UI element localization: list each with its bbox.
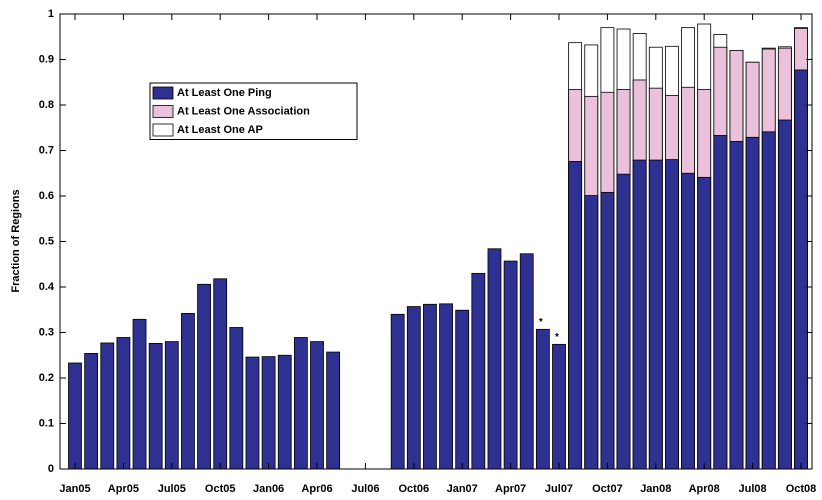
- x-tick-label: Oct07: [592, 483, 623, 495]
- bar: [648, 159, 663, 470]
- bar: [665, 159, 679, 470]
- x-tick-label: Oct06: [399, 483, 430, 495]
- bar: [455, 309, 470, 470]
- bar: [229, 327, 244, 470]
- y-tick-label: 0.7: [39, 144, 54, 156]
- x-tick-label: Oct05: [205, 483, 236, 495]
- bar: [777, 119, 792, 470]
- x-tick-label: Jan07: [447, 483, 478, 495]
- bar: [100, 342, 115, 470]
- y-tick-label: 0.4: [39, 281, 55, 293]
- annotation: *: [555, 332, 559, 343]
- bar: [213, 278, 228, 470]
- y-tick-label: 0.5: [39, 235, 54, 247]
- bar: [293, 337, 308, 470]
- legend-label: At Least One AP: [177, 124, 263, 136]
- legend-swatch: [152, 86, 174, 100]
- legend-label: At Least One Ping: [177, 87, 272, 99]
- bar: [68, 362, 82, 470]
- bar: [181, 312, 195, 470]
- legend-swatch: [152, 105, 174, 118]
- y-tick-label: 0.2: [39, 372, 54, 384]
- bar: [439, 303, 453, 470]
- x-tick-label: Oct08: [786, 483, 817, 495]
- y-tick-label: 0: [48, 463, 54, 475]
- y-tick-label: 0.8: [39, 99, 54, 111]
- bar: [164, 341, 179, 470]
- bar: [132, 318, 147, 470]
- x-tick-label: Jul08: [739, 483, 767, 495]
- annotation: *: [539, 317, 543, 328]
- bar: [681, 172, 695, 470]
- y-tick-label: 0.6: [39, 190, 54, 202]
- bar: [310, 341, 324, 470]
- bar: [519, 253, 534, 470]
- bar: [632, 159, 647, 470]
- legend-label: At Least One Association: [177, 105, 310, 117]
- bar: [552, 343, 566, 470]
- y-tick-label: 0.3: [39, 326, 54, 338]
- x-tick-label: Apr05: [108, 483, 139, 495]
- bar: [503, 260, 518, 470]
- bar: [197, 283, 211, 470]
- x-tick-label: Jan08: [640, 483, 671, 495]
- y-axis-label: Fraction of Regions: [10, 189, 22, 292]
- x-tick-label: Jul05: [158, 483, 186, 495]
- x-tick-label: Jan05: [59, 483, 90, 495]
- bar: [148, 343, 163, 470]
- bar: [406, 306, 421, 470]
- bar: [326, 351, 341, 470]
- bar: [277, 354, 292, 470]
- y-tick-label: 0.1: [39, 417, 54, 429]
- y-tick-label: 0.9: [39, 53, 54, 65]
- bar: [116, 337, 131, 470]
- bar: [471, 272, 486, 470]
- bar: [245, 356, 260, 470]
- y-tick-label: 1: [48, 8, 54, 20]
- bar: [84, 353, 99, 470]
- x-tick-label: Apr06: [301, 483, 332, 495]
- bar: [390, 313, 405, 470]
- x-tick-label: Jul07: [545, 483, 573, 495]
- bar: [261, 356, 276, 470]
- bar: [713, 135, 728, 470]
- bar: [729, 140, 744, 470]
- x-tick-label: Jan06: [253, 483, 284, 495]
- bar: [761, 131, 776, 470]
- bar: [794, 69, 808, 470]
- legend-swatch: [152, 123, 174, 137]
- bar: [423, 303, 437, 470]
- bar: [600, 191, 615, 470]
- bar: [584, 195, 599, 470]
- bar: [616, 173, 631, 470]
- bar: [487, 248, 502, 470]
- x-tick-label: Jul06: [351, 483, 379, 495]
- bar: [697, 176, 712, 470]
- legend-box: [149, 82, 358, 140]
- bar: [535, 328, 550, 470]
- x-tick-label: Apr08: [689, 483, 720, 495]
- bar: [568, 161, 583, 470]
- bar: [745, 136, 760, 470]
- x-tick-label: Apr07: [495, 483, 526, 495]
